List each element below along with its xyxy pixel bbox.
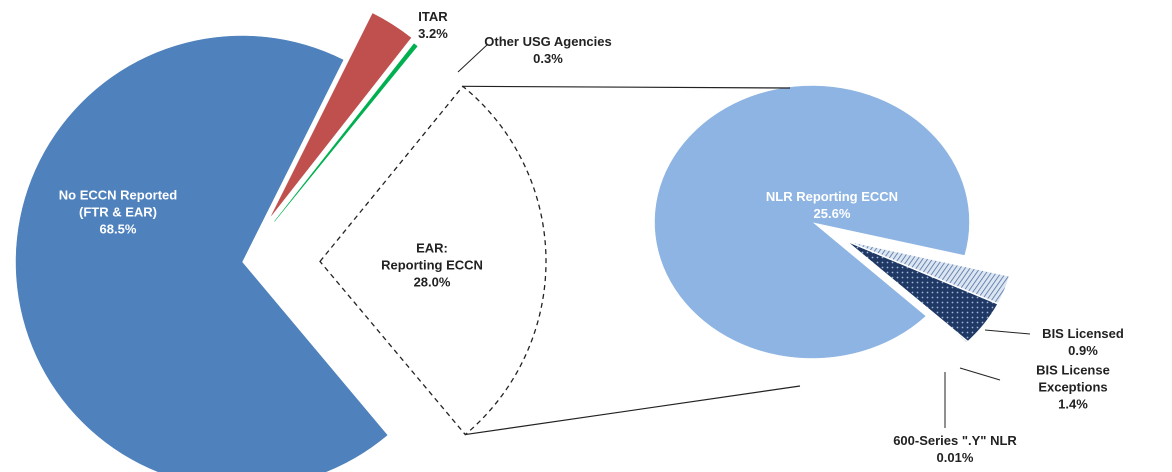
- leader-line: [984, 329, 1031, 335]
- pie-slice: [271, 13, 412, 216]
- marks: [15, 13, 1031, 472]
- pie-slice: [844, 239, 970, 344]
- slice-label: 600-Series ".Y" NLR 0.01%: [893, 432, 1017, 466]
- category-label: ITAR: [418, 9, 448, 24]
- slice-label: ITAR 3.2%: [418, 8, 448, 42]
- pie-slice: [654, 85, 970, 359]
- slice-label: NLR Reporting ECCN 25.6%: [766, 188, 898, 222]
- pie-slice: [319, 85, 547, 436]
- category-label: BIS License Exceptions: [1036, 362, 1110, 395]
- value-label: 25.6%: [813, 206, 851, 221]
- category-label: Other USG Agencies: [484, 34, 612, 49]
- slice-label: BIS Licensed 0.9%: [1042, 325, 1124, 359]
- value-label: 28.0%: [413, 274, 451, 290]
- slice-label: EAR: Reporting ECCN 28.0%: [381, 240, 483, 291]
- slice-label: BIS License Exceptions 1.4%: [1024, 362, 1123, 413]
- value-label: 0.01%: [936, 450, 974, 465]
- value-label: 1.4%: [1058, 396, 1088, 412]
- pie-slice: [274, 43, 418, 222]
- slice-label: Other USG Agencies 0.3%: [484, 33, 611, 67]
- category-label: NLR Reporting ECCN: [765, 189, 899, 204]
- slice-label: No ECCN Reported (FTR & EAR) 68.5%: [59, 187, 177, 238]
- category-label: 600-Series ".Y" NLR: [893, 433, 1017, 448]
- category-label: BIS Licensed: [1042, 326, 1124, 341]
- category-label: No ECCN Reported (FTR & EAR): [58, 187, 178, 220]
- value-label: 3.2%: [418, 26, 448, 41]
- leader-line: [457, 43, 489, 73]
- leader-line: [959, 367, 1001, 381]
- category-label: EAR: Reporting ECCN: [381, 240, 483, 273]
- value-label: 0.3%: [533, 51, 563, 66]
- connector: [462, 85, 791, 89]
- connector: [465, 385, 801, 436]
- pie-slice: [15, 35, 388, 472]
- value-label: 68.5%: [99, 221, 137, 237]
- value-label: 0.9%: [1068, 343, 1098, 358]
